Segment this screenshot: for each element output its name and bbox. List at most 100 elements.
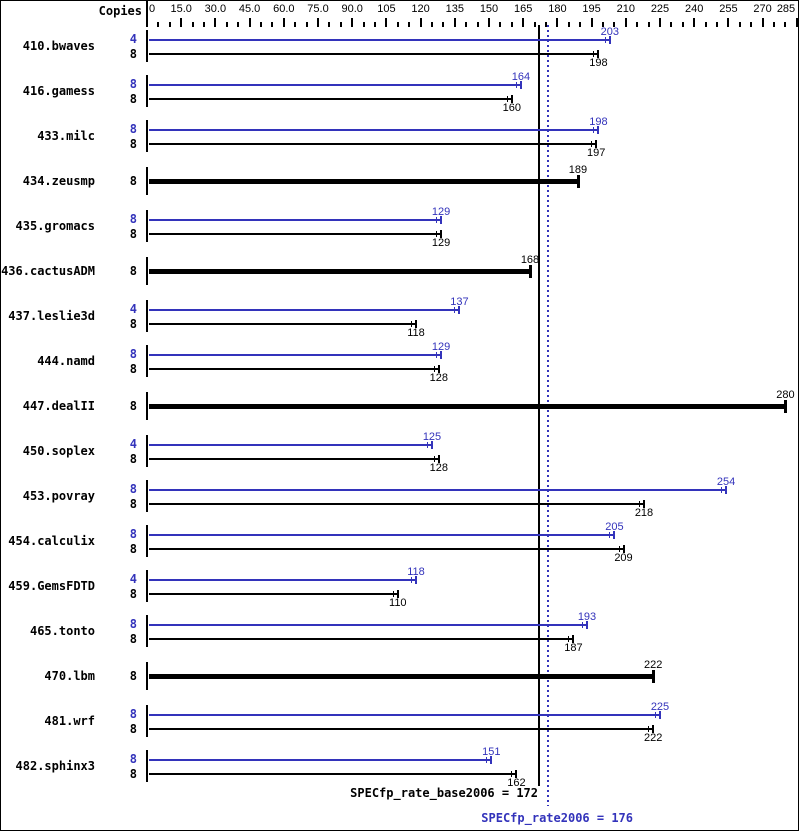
row-axis-segment [146,167,148,195]
row-axis-segment [146,750,148,782]
copies-label-base: 8 [129,362,137,376]
axis-major-tick [419,18,422,27]
rate-value-peak: 129 [431,341,451,353]
axis-major-tick [659,18,661,27]
axis-minor-tick [773,22,775,27]
axis-minor-tick [716,22,718,27]
copies-label-base: 8 [129,47,137,61]
row-axis-segment [146,75,148,107]
run-mark-peak [427,442,428,448]
benchmark-label: 482.sphinx3 [15,759,95,773]
axis-tick-label: 45.0 [238,3,261,15]
copies-label-peak: 4 [129,302,137,316]
rate-value-peak: 118 [407,566,425,578]
bar-end-cap-peak [490,756,493,764]
axis-minor-tick [681,22,684,27]
run-mark-peak [486,757,488,763]
bar-end-cap-base [595,140,598,148]
run-mark-peak [609,532,611,538]
benchmark-label: 436.cactusADM [1,264,95,278]
row-axis-segment [146,300,148,332]
benchmark-label: 444.namd [37,354,95,368]
copies-label-peak: 8 [129,122,137,136]
copies-label-base: 8 [129,452,137,466]
axis-minor-tick [499,22,502,27]
copies-label-base: 8 [129,137,137,151]
axis-tick-label: 210 [616,3,635,15]
bar-end-cap-peak [458,306,461,314]
rate-bar-peak [149,309,460,311]
copies-label-peak: 8 [129,752,137,766]
bar-end-cap-peak [597,126,600,134]
rate-bar-peak [149,219,442,221]
axis-minor-tick [738,22,741,27]
bar-end-cap [529,265,532,278]
axis-tick-label: 225 [650,3,670,15]
rate-value-peak: 193 [577,611,597,623]
axis-minor-tick [510,22,513,27]
rate-bar-peak [149,624,587,626]
row-axis-segment [146,435,148,467]
axis-minor-tick [374,22,376,27]
bar-end-cap-peak [586,621,588,629]
rate-bar-peak [149,579,416,581]
axis-minor-tick [567,22,570,27]
axis-minor-tick [271,22,274,27]
copies-label-base: 8 [129,317,137,331]
rate-bar-base [149,458,439,460]
axis-minor-tick [476,22,479,27]
axis-minor-tick [339,22,342,27]
row-axis-segment [146,120,148,152]
axis-major-tick [795,18,798,27]
bar-end-cap-base [572,635,575,643]
axis-minor-tick [203,22,205,27]
bar-end-cap-peak [519,81,522,89]
bar-end-cap-base [515,770,518,778]
rate-value-peak: 164 [511,71,531,83]
bar-end-cap [784,400,788,413]
rate-value-base: 162 [507,777,526,789]
run-mark-peak [454,307,456,313]
rate-bar-peak [149,534,615,536]
rate-value-base: 209 [614,552,633,564]
run-mark-base [433,456,435,462]
run-mark-base [392,591,394,597]
axis-tick-label: 120 [411,3,430,15]
bar-end-cap-peak [440,216,443,224]
rate-bar-base [149,143,597,145]
run-mark-peak [655,712,656,718]
row-axis-segment [146,30,148,62]
rate-value-peak: 125 [422,431,442,443]
copies-label-peak: 8 [129,707,137,721]
rate-value-label: 280 [776,389,795,401]
rate-bar-base [149,323,416,325]
run-mark-peak [411,577,412,583]
row-axis-segment [146,705,148,737]
copies-label-peak: 4 [129,32,137,46]
axis-minor-tick [465,22,468,27]
row-axis-segment [146,257,148,285]
rate-value-base: 222 [644,732,663,744]
rate-value-peak: 129 [431,206,451,218]
bar-end-cap-peak [440,351,443,359]
benchmark-label: 437.leslie3d [8,309,95,323]
rate-bar-base [149,98,512,100]
rate-bar-peak [149,759,492,761]
axis-minor-tick [191,22,194,27]
copies-label-base: 8 [129,497,137,511]
copies-label-peak: 8 [129,347,137,361]
bar-end-cap-base [415,320,417,328]
run-mark-peak [593,127,595,133]
rate-bar-single [149,404,786,409]
run-mark-base [433,366,435,372]
benchmark-label: 465.tonto [29,624,95,638]
copies-label-peak: 8 [129,617,137,631]
peak-mean-label: SPECfp_rate2006 = 176 [481,811,633,825]
axis-minor-tick [613,22,616,27]
bar-end-cap-base [643,500,645,508]
bar-end-cap-peak [415,576,417,584]
rate-bar-base [149,503,644,505]
axis-major-tick [761,18,764,27]
axis-minor-tick [784,22,787,27]
